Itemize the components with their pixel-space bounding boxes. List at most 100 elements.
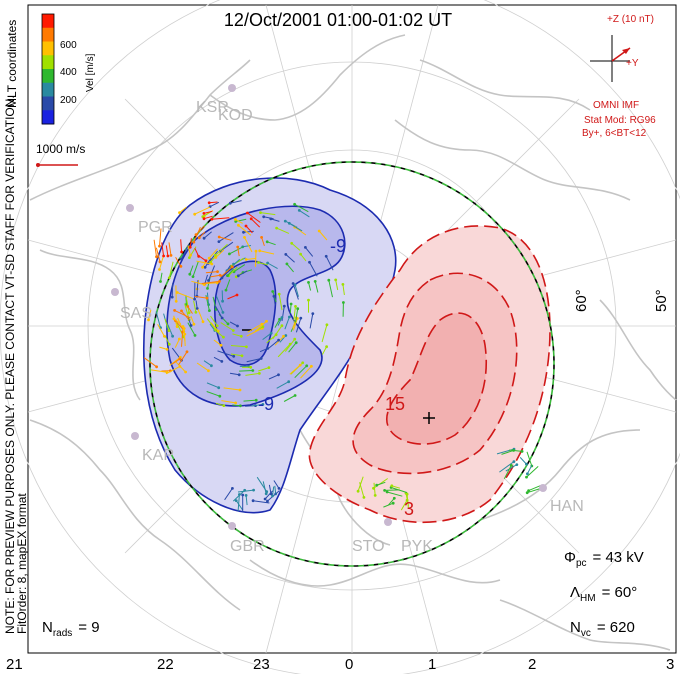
vector-origin	[237, 373, 241, 377]
vector-origin	[249, 365, 253, 369]
stat-phi-pc: Φpc = 43 kV	[564, 549, 644, 569]
velocity-vector	[212, 296, 217, 310]
velocity-vector	[208, 248, 218, 259]
velocity-vector	[224, 488, 233, 501]
velocity-vector	[189, 238, 192, 248]
velocity-vector	[192, 261, 199, 277]
latitude-label-60: 60°	[573, 289, 590, 312]
velocity-vector	[209, 201, 220, 208]
velocity-vector	[174, 309, 191, 319]
fit-statistics: Nrads = 9 Φpc = 43 kV ΛHM = 60° Nvc = 620	[42, 549, 644, 639]
velocity-vector	[165, 245, 169, 257]
velocity-vector	[294, 284, 299, 297]
velocity-vector	[214, 305, 223, 319]
colorbar-cell	[42, 110, 54, 125]
velocity-vector	[526, 451, 533, 467]
velocity-vector	[251, 403, 263, 407]
velocity-vector	[221, 400, 236, 404]
velocity-vector	[172, 358, 181, 365]
velocity-vector	[203, 215, 213, 220]
mlt-tick: 3	[666, 656, 674, 673]
velocity-vector	[259, 347, 268, 353]
coastline	[479, 429, 641, 521]
colorbar-cell	[42, 69, 54, 84]
velocity-vector	[245, 225, 253, 234]
velocity-vector	[243, 399, 257, 402]
velocity-vector	[229, 321, 238, 327]
station-label: STO	[352, 538, 385, 555]
velocity-vector	[528, 484, 542, 492]
velocity-vector	[223, 387, 241, 391]
velocity-vector	[196, 362, 209, 372]
velocity-vector	[189, 265, 194, 275]
velocity-vector	[214, 243, 228, 256]
velocity-vector	[321, 324, 328, 343]
vector-origin	[188, 245, 192, 249]
velocity-vector	[210, 315, 218, 327]
velocity-vector	[245, 372, 260, 376]
mlt-tick: 2	[528, 656, 536, 673]
imf-model-line2: By+, 6<BT<12	[582, 128, 647, 139]
station-label: PGR	[138, 219, 173, 236]
velocity-vector	[501, 449, 514, 455]
coastline	[394, 119, 631, 201]
velocity-vector	[157, 324, 165, 337]
colorbar-cell	[42, 96, 54, 111]
velocity-vector	[160, 272, 163, 282]
velocity-vector	[218, 232, 234, 243]
velocity-vector	[383, 502, 394, 508]
velocity-vector	[276, 381, 289, 389]
velocity-vector	[261, 237, 265, 247]
colorbar-tick: 400	[60, 67, 77, 78]
velocity-vector	[288, 342, 297, 353]
velocity-vector	[335, 279, 339, 291]
station-label: KSR	[196, 99, 229, 116]
velocity-vector	[198, 231, 206, 239]
velocity-vector	[187, 322, 196, 336]
velocity-vector	[206, 382, 219, 389]
velocity-vector	[155, 311, 161, 328]
velocity-vector	[229, 372, 240, 376]
velocity-vector	[229, 246, 244, 255]
velocity-vector	[284, 316, 290, 330]
velocity-vector	[264, 490, 273, 500]
velocity-vector	[227, 268, 234, 276]
velocity-vector	[309, 262, 318, 277]
station-marker	[384, 518, 392, 526]
velocity-vector	[285, 254, 295, 263]
velocity-vector	[232, 333, 242, 337]
radar-stations	[111, 84, 547, 530]
velocity-vector	[499, 461, 515, 473]
velocity-vector	[293, 306, 296, 321]
velocity-vector	[213, 356, 223, 362]
imf-z-label: +Z (10 nT)	[607, 14, 654, 25]
velocity-vector	[159, 255, 164, 270]
imf-source: OMNI IMF	[593, 100, 639, 111]
potential-maximum-marker	[423, 412, 435, 424]
velocity-vector	[205, 271, 218, 274]
velocity-vector	[503, 465, 512, 480]
velocity-vector	[215, 249, 225, 258]
contour-label-pos: 3	[404, 499, 414, 519]
station-label: GBR	[230, 538, 265, 555]
velocity-vector	[273, 480, 280, 489]
velocity-vector	[150, 369, 167, 373]
velocity-vector	[262, 332, 272, 341]
velocity-vector	[505, 464, 518, 472]
velocity-vector	[274, 319, 281, 328]
station-label: KAP	[142, 447, 174, 464]
velocity-vector	[215, 295, 224, 313]
velocity-vector	[201, 280, 220, 284]
colorbar-cell	[42, 27, 54, 42]
mlt-tick: 21	[6, 656, 23, 673]
velocity-vector	[239, 370, 253, 372]
coastline	[29, 419, 241, 611]
velocity-vector	[206, 318, 216, 331]
coastline	[29, 59, 251, 201]
velocity-vector	[164, 318, 170, 331]
velocity-vector	[195, 225, 206, 236]
station-labels: KSR KOD PGR SAS KAP GBR STO PYK HAN	[120, 99, 584, 555]
velocity-vector	[258, 367, 270, 372]
velocity-vector	[256, 476, 268, 492]
velocity-vector	[300, 365, 312, 379]
